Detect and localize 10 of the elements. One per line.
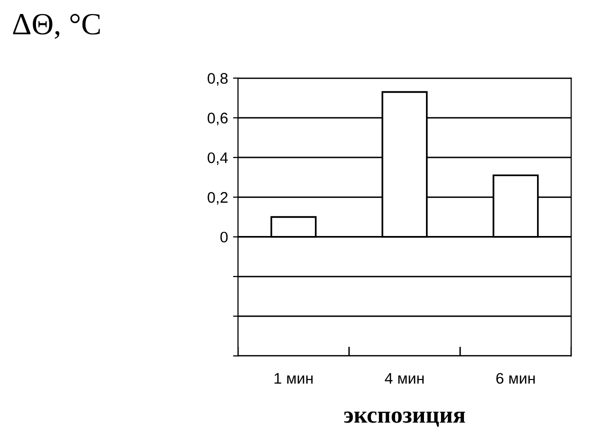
x-tick-label: 6 мин (496, 372, 535, 384)
y-tick-label: 0,4 (208, 152, 228, 165)
y-axis-title: ΔΘ, °C (13, 14, 100, 39)
y-tick-label: 0 (220, 232, 228, 243)
x-axis-title: экспозиция (344, 411, 466, 427)
x-tick-label: 4 мин (384, 373, 424, 384)
y-tick-label: 0,8 (208, 72, 228, 86)
y-tick-label: 0,6 (208, 112, 228, 126)
x-tick-label: 1 мин (274, 373, 313, 384)
y-tick-label: 0,2 (208, 192, 228, 205)
